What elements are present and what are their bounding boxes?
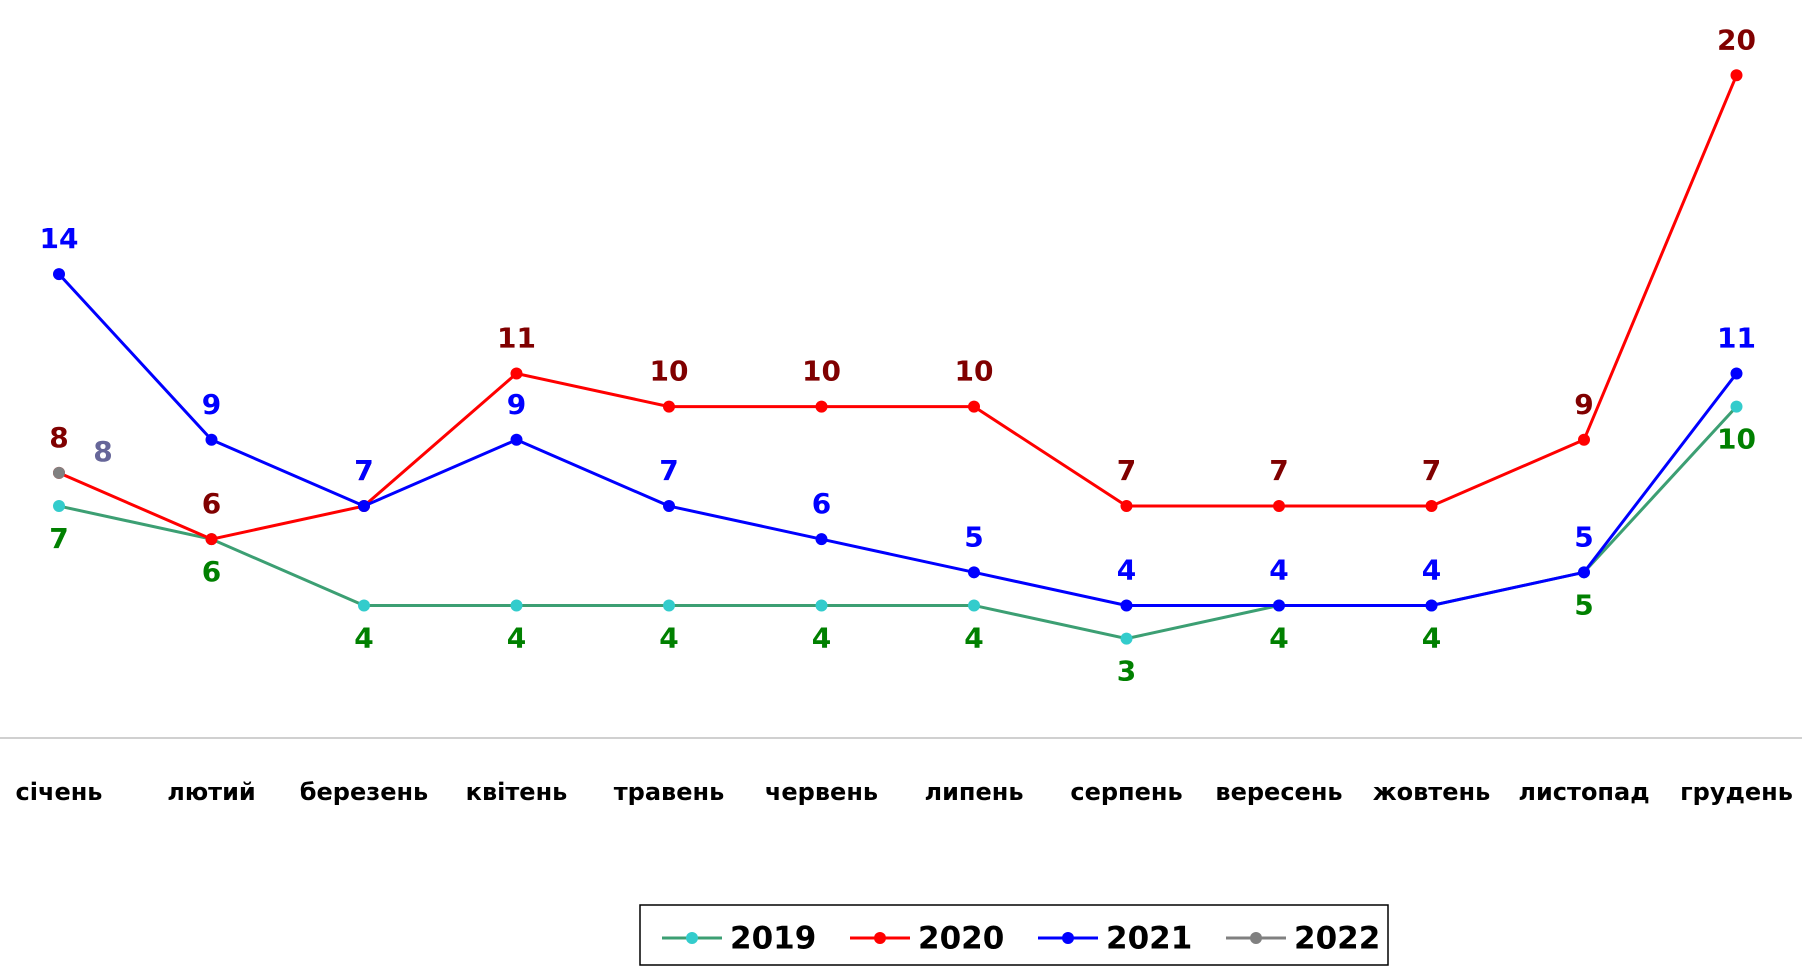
legend-label: 2021 (1106, 921, 1192, 957)
x-tick-label: жовтень (1373, 778, 1491, 806)
data-label: 7 (659, 454, 678, 487)
marker (205, 533, 218, 546)
data-label: 10 (650, 355, 689, 388)
x-tick-label: червень (765, 778, 878, 806)
x-tick-label: серпень (1070, 778, 1182, 806)
x-tick-label: листопад (1518, 778, 1649, 806)
data-label: 6 (202, 555, 221, 588)
legend-box (639, 904, 1389, 966)
marker (815, 400, 828, 413)
data-label: 5 (964, 520, 983, 553)
x-tick-label: липень (924, 778, 1023, 806)
data-label: 14 (40, 222, 79, 255)
data-label: 8 (49, 421, 68, 454)
marker (205, 433, 218, 446)
x-tick-label: березень (300, 778, 428, 806)
marker (358, 500, 370, 513)
data-label: 10 (955, 355, 994, 388)
data-label: 4 (1422, 621, 1441, 654)
x-tick-label: лютий (167, 778, 255, 806)
data-label: 10 (1717, 423, 1756, 456)
marker (510, 367, 523, 380)
data-label: 9 (202, 388, 221, 421)
marker (968, 566, 980, 579)
marker (1425, 599, 1438, 612)
data-label: 4 (507, 621, 526, 654)
data-label: 7 (354, 454, 373, 487)
marker (1730, 367, 1743, 380)
legend-marker (1250, 932, 1262, 944)
marker (53, 268, 65, 281)
data-label: 11 (1717, 322, 1756, 355)
marker (1730, 69, 1743, 82)
data-label: 4 (1422, 553, 1441, 586)
data-label: 4 (1269, 621, 1288, 654)
data-label: 9 (507, 388, 526, 421)
legend-marker (1062, 932, 1074, 944)
marker (1120, 632, 1133, 645)
marker (663, 500, 675, 513)
legend-marker (874, 932, 886, 944)
data-label: 4 (964, 621, 983, 654)
data-label: 4 (1117, 553, 1136, 586)
series-line (57, 273, 1738, 607)
data-label: 4 (1269, 553, 1288, 586)
marker (815, 533, 828, 546)
series-line (58, 74, 1738, 541)
data-label: 11 (497, 322, 536, 355)
x-tick-label: травень (614, 778, 725, 806)
legend-marker (686, 932, 698, 944)
data-label: 5 (1574, 520, 1593, 553)
marker (510, 433, 523, 446)
marker (1578, 433, 1590, 446)
marker (1730, 400, 1743, 413)
data-label: 6 (812, 487, 831, 520)
marker (968, 400, 980, 413)
marker (1120, 599, 1133, 612)
x-tick-label: квітень (466, 778, 568, 806)
x-tick-label: січень (16, 778, 103, 806)
x-tick-label: грудень (1680, 778, 1793, 806)
marker (968, 599, 980, 612)
legend-label: 2020 (918, 921, 1004, 957)
marker (53, 466, 65, 479)
x-tick-label: вересень (1215, 778, 1342, 806)
legend-label: 2019 (730, 921, 816, 957)
marker (1120, 500, 1133, 513)
data-label: 9 (1574, 388, 1593, 421)
marker (1273, 500, 1285, 513)
marker (663, 599, 675, 612)
data-label: 6 (202, 487, 221, 520)
data-label: 3 (1117, 655, 1136, 688)
data-label: 5 (1574, 588, 1593, 621)
data-label: 4 (812, 621, 831, 654)
data-label: 8 (93, 435, 112, 468)
data-label: 20 (1717, 23, 1756, 56)
data-label: 10 (802, 355, 841, 388)
marker (1273, 599, 1285, 612)
data-label: 7 (49, 522, 68, 555)
marker (510, 599, 523, 612)
marker (358, 599, 370, 612)
data-label: 7 (354, 454, 373, 487)
marker (1578, 566, 1590, 579)
marker (663, 400, 675, 413)
data-label: 7 (1422, 454, 1441, 487)
data-label: 4 (659, 621, 678, 654)
legend-label: 2022 (1294, 921, 1380, 957)
marker (815, 599, 828, 612)
marker (1425, 500, 1438, 513)
series-line (58, 405, 1738, 641)
data-label: 7 (1269, 454, 1288, 487)
marker (53, 500, 65, 513)
data-label: 7 (1117, 454, 1136, 487)
data-label: 4 (354, 621, 373, 654)
